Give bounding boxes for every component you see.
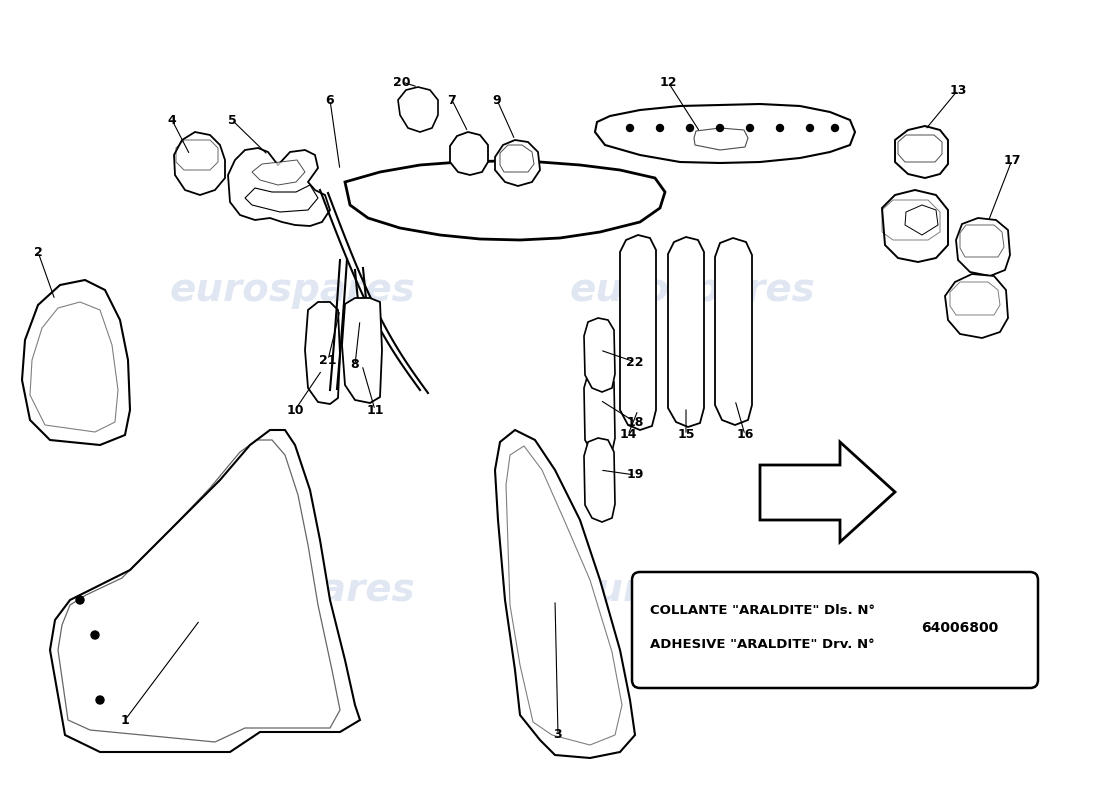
Text: 3: 3: [553, 729, 562, 742]
Text: 14: 14: [619, 429, 637, 442]
Polygon shape: [245, 185, 318, 212]
Circle shape: [716, 125, 724, 131]
Text: 7: 7: [448, 94, 456, 106]
Polygon shape: [342, 298, 382, 403]
Polygon shape: [495, 140, 540, 186]
Text: 20: 20: [394, 75, 410, 89]
Polygon shape: [584, 318, 615, 392]
Polygon shape: [50, 430, 360, 752]
Polygon shape: [620, 235, 656, 430]
Circle shape: [806, 125, 814, 131]
Polygon shape: [305, 302, 340, 404]
Text: COLLANTE "ARALDITE" Dls. N°: COLLANTE "ARALDITE" Dls. N°: [650, 603, 875, 617]
Polygon shape: [174, 132, 226, 195]
Text: 22: 22: [626, 355, 644, 369]
Circle shape: [686, 125, 693, 131]
Circle shape: [657, 125, 663, 131]
Polygon shape: [905, 205, 938, 235]
Polygon shape: [895, 126, 948, 178]
Polygon shape: [945, 274, 1008, 338]
Polygon shape: [584, 438, 615, 522]
Circle shape: [96, 696, 104, 704]
Polygon shape: [252, 160, 305, 185]
Circle shape: [76, 596, 84, 604]
Text: 10: 10: [286, 403, 304, 417]
Text: eurospares: eurospares: [170, 271, 416, 309]
Polygon shape: [882, 190, 948, 262]
Text: 8: 8: [351, 358, 360, 371]
Text: 12: 12: [659, 75, 676, 89]
Text: 15: 15: [678, 429, 695, 442]
Text: 19: 19: [626, 469, 644, 482]
Text: 64006800: 64006800: [922, 621, 999, 635]
Text: 16: 16: [736, 429, 754, 442]
Text: 2: 2: [34, 246, 43, 258]
Text: eurospares: eurospares: [570, 571, 816, 609]
Polygon shape: [398, 87, 438, 132]
Text: 1: 1: [121, 714, 130, 726]
Text: 4: 4: [167, 114, 176, 126]
Circle shape: [747, 125, 754, 131]
Polygon shape: [760, 442, 895, 542]
Text: ADHESIVE "ARALDITE" Drv. N°: ADHESIVE "ARALDITE" Drv. N°: [650, 638, 875, 651]
Text: eurospares: eurospares: [570, 271, 816, 309]
Text: eurospares: eurospares: [170, 571, 416, 609]
Polygon shape: [450, 132, 488, 175]
Text: 18: 18: [626, 415, 644, 429]
Polygon shape: [495, 430, 635, 758]
Text: 21: 21: [319, 354, 337, 366]
Polygon shape: [715, 238, 752, 425]
Text: 13: 13: [949, 83, 967, 97]
Polygon shape: [584, 370, 615, 456]
Text: 11: 11: [366, 403, 384, 417]
Text: 9: 9: [493, 94, 502, 106]
Polygon shape: [345, 161, 666, 240]
Text: 5: 5: [228, 114, 236, 126]
Polygon shape: [228, 148, 330, 226]
Circle shape: [91, 631, 99, 639]
Circle shape: [832, 125, 838, 131]
FancyBboxPatch shape: [632, 572, 1038, 688]
Polygon shape: [956, 218, 1010, 276]
Polygon shape: [595, 104, 855, 163]
Polygon shape: [668, 237, 704, 427]
Polygon shape: [22, 280, 130, 445]
Text: 17: 17: [1003, 154, 1021, 166]
Circle shape: [627, 125, 634, 131]
Text: 6: 6: [326, 94, 334, 106]
Circle shape: [777, 125, 783, 131]
